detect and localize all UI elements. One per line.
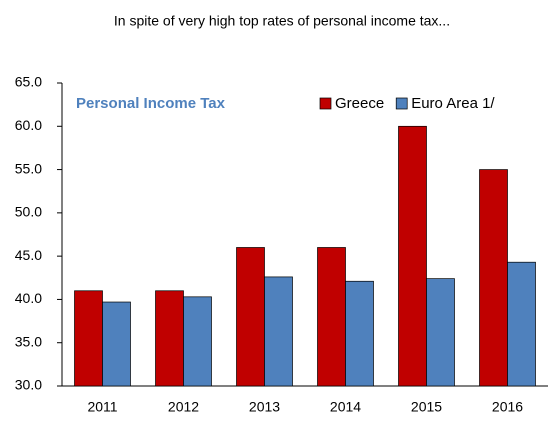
bar <box>507 261 536 387</box>
legend-swatch <box>319 97 332 110</box>
x-tick-label: 2015 <box>411 399 442 415</box>
legend-swatch <box>395 97 408 110</box>
bar <box>426 278 455 387</box>
bar <box>345 280 374 387</box>
y-tick-label: 40.0 <box>15 290 42 306</box>
annotation: Personal Income Tax <box>76 95 226 112</box>
y-tick-label: 35.0 <box>15 333 42 349</box>
x-tick-label: 2011 <box>87 399 117 415</box>
y-tick-label: 50.0 <box>15 204 42 220</box>
bar <box>264 276 293 387</box>
chart-title: In spite of very high top rates of perso… <box>114 13 450 29</box>
bar <box>74 290 103 387</box>
y-tick-label: 45.0 <box>15 247 42 263</box>
bar <box>102 301 131 387</box>
x-tick-label: 2016 <box>492 399 523 415</box>
bar <box>236 247 265 387</box>
bar <box>317 247 346 387</box>
legend-label: Greece <box>335 95 384 112</box>
y-tick-label: 60.0 <box>15 117 42 133</box>
bar <box>479 169 508 387</box>
legend-label: Euro Area 1/ <box>411 95 495 112</box>
bar <box>155 290 184 387</box>
bar <box>398 125 427 387</box>
bar <box>183 296 212 387</box>
x-tick-label: 2014 <box>330 399 361 415</box>
x-tick-label: 2012 <box>168 399 199 415</box>
y-tick-label: 55.0 <box>15 160 42 176</box>
y-tick-label: 30.0 <box>15 377 42 393</box>
x-tick-label: 2013 <box>249 399 280 415</box>
y-tick-label: 65.0 <box>15 74 42 90</box>
